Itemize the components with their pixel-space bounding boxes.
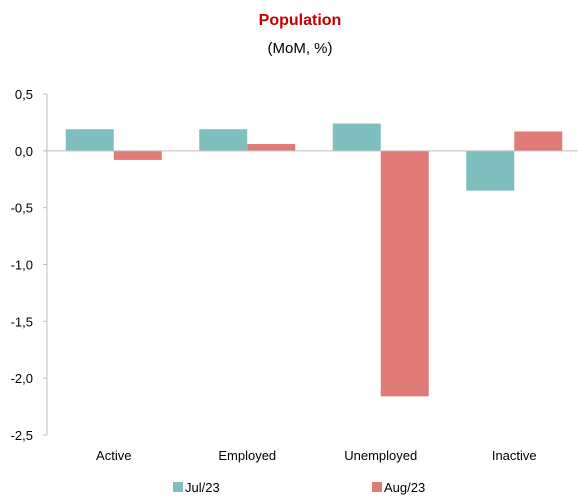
y-tick-label: -2,5 xyxy=(11,428,33,443)
legend-swatch xyxy=(372,482,382,492)
bar-aug23-employed xyxy=(247,144,296,151)
legend: Jul/23 Aug/23 xyxy=(173,480,425,495)
legend-label: Jul/23 xyxy=(185,480,220,495)
legend-label: Aug/23 xyxy=(384,480,425,495)
bar-jul23-unemployed xyxy=(332,123,381,151)
bar-aug23-unemployed xyxy=(380,150,429,397)
x-tick-label: Employed xyxy=(218,448,276,463)
x-axis-labels: Active Employed Unemployed Inactive xyxy=(96,448,537,463)
bars xyxy=(65,123,563,397)
bar-aug23-active xyxy=(113,150,162,160)
chart-subtitle: (MoM, %) xyxy=(268,40,333,57)
y-tick-label: 0,5 xyxy=(15,87,33,102)
x-tick-label: Active xyxy=(96,448,131,463)
y-tick-label: -1,0 xyxy=(11,258,33,273)
y-tick-label: -0,5 xyxy=(11,201,33,216)
x-tick-label: Unemployed xyxy=(344,448,417,463)
bar-jul23-inactive xyxy=(466,150,515,191)
y-tick-label: 0,0 xyxy=(15,144,33,159)
bar-jul23-employed xyxy=(199,129,248,151)
y-axis: 0,5 0,0 -0,5 -1,0 -1,5 -2,0 -2,5 xyxy=(11,87,48,443)
bar-aug23-inactive xyxy=(514,131,563,151)
legend-swatch xyxy=(173,482,183,492)
chart-title: Population xyxy=(259,12,342,29)
y-tick-label: -1,5 xyxy=(11,314,33,329)
y-tick-label: -2,0 xyxy=(11,371,33,386)
x-tick-label: Inactive xyxy=(492,448,537,463)
bar-jul23-active xyxy=(65,129,114,151)
